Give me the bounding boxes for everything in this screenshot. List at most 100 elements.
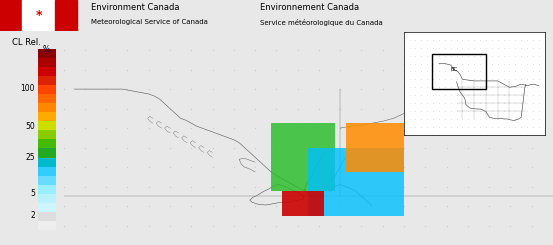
Point [493, 109, 502, 113]
Point [469, 77, 478, 81]
Point [422, 70, 431, 74]
Point [534, 125, 543, 129]
Point [476, 54, 484, 58]
Point [272, 184, 281, 188]
Point [534, 133, 543, 137]
Point [529, 61, 538, 65]
Point [435, 61, 444, 65]
Point [528, 68, 536, 72]
Bar [38, 121, 56, 130]
Bar [38, 176, 56, 185]
Point [336, 204, 345, 208]
Bar [38, 221, 56, 230]
Point [529, 38, 538, 42]
Point [144, 243, 153, 245]
Point [208, 126, 217, 130]
Point [251, 107, 259, 110]
Point [511, 77, 520, 81]
Point [446, 46, 455, 50]
Point [446, 117, 455, 121]
Point [458, 85, 467, 89]
Point [272, 68, 281, 72]
Point [144, 146, 153, 149]
Point [499, 61, 508, 65]
Point [505, 125, 514, 129]
Point [400, 107, 409, 110]
Point [417, 54, 426, 58]
Point [452, 125, 461, 129]
Point [229, 48, 238, 52]
Point [469, 133, 478, 137]
Point [429, 85, 437, 89]
Point [528, 204, 536, 208]
Bar [38, 103, 56, 112]
Bar [38, 67, 56, 76]
Point [528, 146, 536, 149]
Point [336, 48, 345, 52]
Point [440, 125, 449, 129]
Point [505, 38, 514, 42]
Point [417, 46, 426, 50]
Point [464, 46, 473, 50]
Bar [432, 54, 486, 89]
Point [399, 125, 408, 129]
Point [165, 87, 174, 91]
Point [499, 133, 508, 137]
Point [405, 101, 414, 105]
Point [499, 70, 508, 74]
Point [272, 107, 281, 110]
Point [80, 184, 89, 188]
Point [529, 133, 538, 137]
Point [357, 223, 366, 227]
Point [399, 93, 408, 97]
Point [505, 101, 514, 105]
Point [485, 165, 494, 169]
Point [405, 117, 414, 121]
Point [357, 48, 366, 52]
Point [123, 87, 132, 91]
Point [493, 133, 502, 137]
Point [251, 87, 259, 91]
Point [458, 38, 467, 42]
Point [485, 107, 494, 110]
Point [251, 126, 259, 130]
Point [293, 243, 302, 245]
Point [458, 117, 467, 121]
Point [506, 184, 515, 188]
Point [429, 70, 437, 74]
Point [59, 48, 68, 52]
Point [102, 243, 111, 245]
Point [499, 117, 508, 121]
Point [517, 93, 525, 97]
Point [187, 204, 196, 208]
Point [463, 146, 472, 149]
Point [272, 126, 281, 130]
Point [506, 146, 515, 149]
Point [422, 61, 431, 65]
Point [505, 85, 514, 89]
Point [378, 165, 387, 169]
Point [499, 46, 508, 50]
Point [499, 125, 508, 129]
Point [272, 223, 281, 227]
Point [499, 54, 508, 58]
Point [80, 204, 89, 208]
Point [102, 204, 111, 208]
Point [440, 77, 449, 81]
Point [523, 93, 531, 97]
Point [417, 117, 426, 121]
Point [463, 223, 472, 227]
Point [482, 101, 491, 105]
Point [102, 87, 111, 91]
Point [517, 109, 525, 113]
Point [187, 165, 196, 169]
Point [499, 85, 508, 89]
Point [208, 204, 217, 208]
Point [411, 133, 420, 137]
Point [493, 117, 502, 121]
Point [422, 109, 431, 113]
Point [523, 117, 531, 121]
Point [517, 61, 525, 65]
Point [493, 101, 502, 105]
Point [482, 133, 491, 137]
